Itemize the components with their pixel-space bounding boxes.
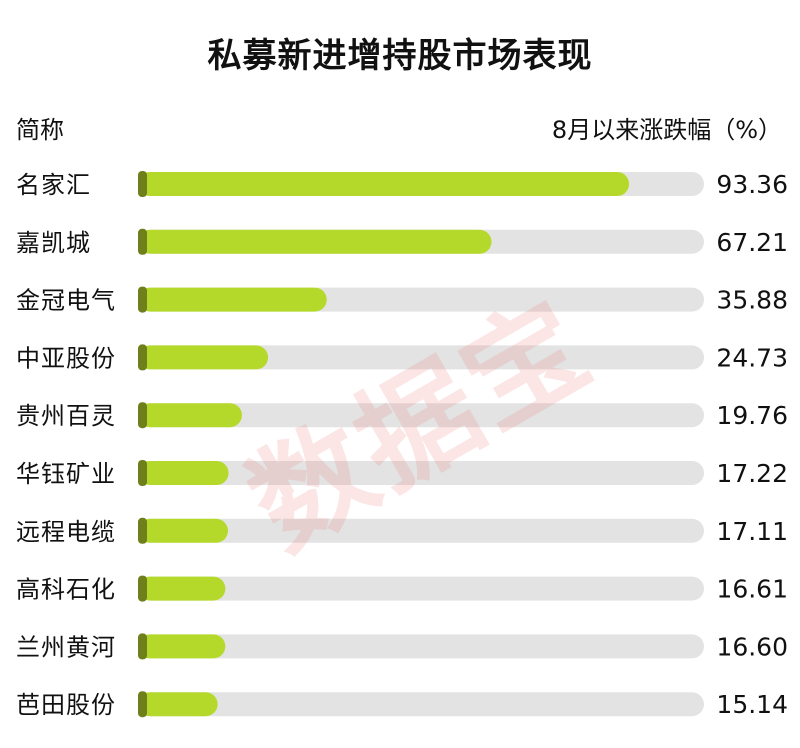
value-label: 17.22 <box>716 459 788 488</box>
value-label: 19.76 <box>716 401 788 430</box>
bar <box>138 518 228 543</box>
bar <box>138 692 218 717</box>
bar <box>138 345 269 370</box>
bar-row: 高科石化 16.61 <box>16 575 788 604</box>
value-label: 67.21 <box>716 228 788 257</box>
bar-cap <box>138 286 147 313</box>
bar-row: 兰州黄河 16.60 <box>16 632 788 661</box>
bar <box>138 403 242 428</box>
category-label: 名家汇 <box>16 171 91 199</box>
value-column-header: 8月以来涨跌幅（%） <box>551 116 782 144</box>
category-column-header: 简称 <box>16 116 64 144</box>
bar-row: 芭田股份 15.14 <box>16 690 788 719</box>
bar <box>138 229 492 254</box>
value-label: 16.60 <box>716 632 788 661</box>
value-label: 24.73 <box>716 343 788 372</box>
bar-track <box>138 461 704 485</box>
bar-cap <box>138 171 147 197</box>
category-label: 金冠电气 <box>16 287 116 315</box>
bar-track <box>138 518 704 543</box>
bar <box>138 634 226 659</box>
bar-row: 中亚股份 24.73 <box>16 343 788 372</box>
value-label: 35.88 <box>716 286 788 315</box>
category-label: 中亚股份 <box>16 344 116 372</box>
bar-track <box>138 634 704 659</box>
bar-cap <box>138 575 147 602</box>
bar <box>138 576 226 601</box>
value-label: 15.14 <box>716 690 788 719</box>
value-label: 17.11 <box>716 517 788 546</box>
bar-cap <box>138 691 147 718</box>
bar-cap <box>138 460 147 486</box>
bar <box>138 287 327 312</box>
category-label: 远程电缆 <box>16 518 116 546</box>
bar-cap <box>138 228 147 255</box>
bar-track <box>138 345 704 370</box>
bar-cap <box>138 633 147 660</box>
bar-cap <box>138 344 147 371</box>
bar-track <box>138 403 704 428</box>
category-label: 贵州百灵 <box>16 402 116 430</box>
bar-row: 远程电缆 17.11 <box>16 517 788 546</box>
value-label: 93.36 <box>716 170 788 199</box>
bar-row: 金冠电气 35.88 <box>16 286 788 315</box>
bar-row: 名家汇 93.36 <box>16 170 788 199</box>
category-label: 兰州黄河 <box>16 633 116 661</box>
bar <box>138 461 229 485</box>
category-label: 高科石化 <box>16 576 116 604</box>
value-label: 16.61 <box>716 575 788 604</box>
bar-track <box>138 576 704 601</box>
bar-row: 贵州百灵 19.76 <box>16 401 788 430</box>
category-label: 嘉凯城 <box>16 229 91 257</box>
bar-row: 华钰矿业 17.22 <box>16 459 788 488</box>
category-label: 芭田股份 <box>16 691 116 719</box>
bar <box>138 172 630 196</box>
bar-cap <box>138 517 147 544</box>
chart-title: 私募新进增持股市场表现 <box>207 36 593 76</box>
category-label: 华钰矿业 <box>16 460 116 488</box>
bar-track <box>138 692 704 717</box>
bar-cap <box>138 402 147 429</box>
bar-row: 嘉凯城 67.21 <box>16 228 788 257</box>
